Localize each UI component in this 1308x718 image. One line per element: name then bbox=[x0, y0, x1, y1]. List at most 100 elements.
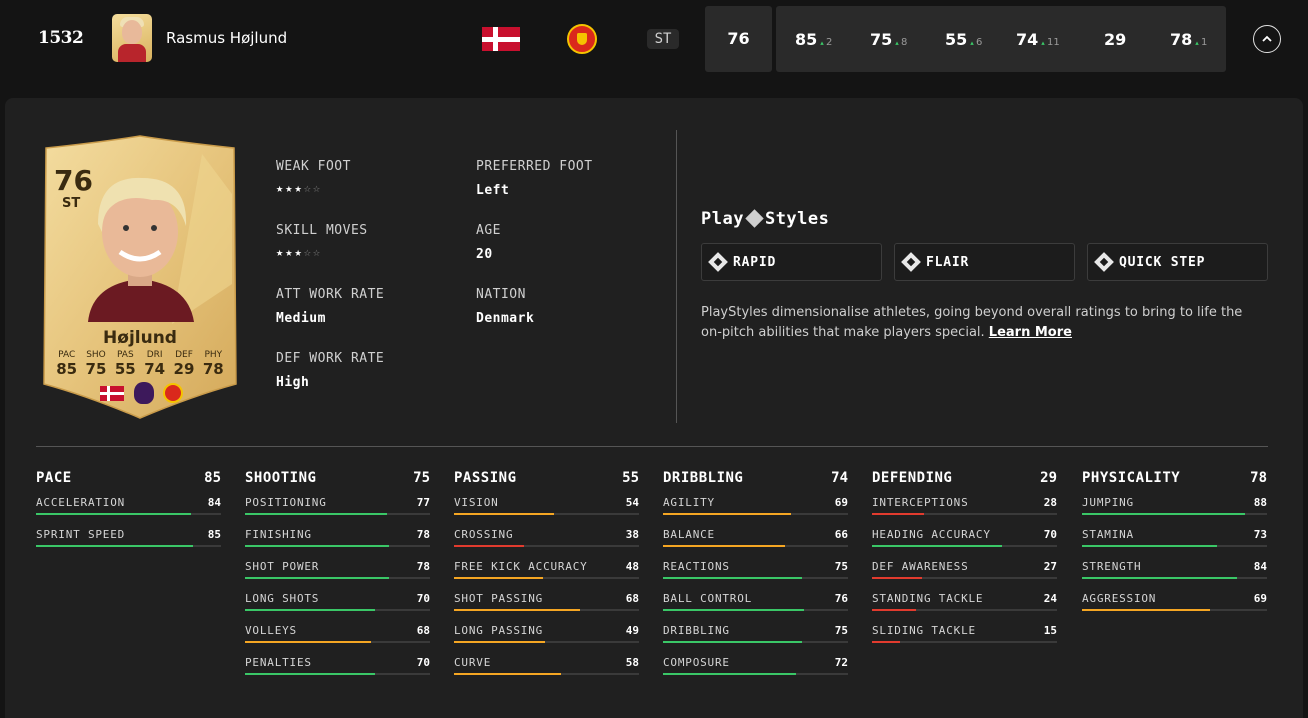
attribute-column-defending: DEFENDING 29 INTERCEPTIONS 28 HEADING ACCURA… bbox=[872, 468, 1057, 648]
attribute-value: 88 bbox=[1253, 496, 1267, 509]
attribute-name: LONG PASSING bbox=[454, 624, 544, 637]
attribute-group-header: PACE 85 bbox=[36, 468, 221, 488]
attribute-bar-track bbox=[872, 641, 1057, 643]
attribute-bar-track bbox=[663, 545, 848, 547]
attribute-value: 48 bbox=[625, 560, 639, 573]
attribute-row: DEF AWARENESS 27 bbox=[872, 552, 1057, 584]
attribute-bar-track bbox=[245, 577, 430, 579]
attribute-bar-track bbox=[245, 609, 430, 611]
attribute-group-value: 29 bbox=[1040, 470, 1057, 486]
card-stat-phy: PHY 78 bbox=[202, 350, 224, 378]
attribute-value: 70 bbox=[416, 592, 430, 605]
playstyle-label: QUICK STEP bbox=[1119, 255, 1206, 270]
attribute-name: FREE KICK ACCURACY bbox=[454, 560, 588, 573]
attribute-name: STAMINA bbox=[1082, 528, 1134, 541]
denmark-flag-icon bbox=[100, 386, 124, 401]
card-rating: 76 bbox=[54, 164, 93, 197]
player-card: 76 ST Højlund PAC 85 SHO 75 PAS 55 DRI 74 DE… bbox=[42, 134, 238, 420]
overall-rating: 76 bbox=[705, 6, 772, 72]
card-stat-sho: SHO 75 bbox=[85, 350, 107, 378]
attribute-value: 15 bbox=[1043, 624, 1057, 637]
attribute-row: SPRINT SPEED 85 bbox=[36, 520, 221, 552]
attribute-bar-track bbox=[663, 609, 848, 611]
attribute-bar-track bbox=[36, 513, 221, 515]
attribute-bar-track bbox=[1082, 577, 1267, 579]
preferred-foot-value: Left bbox=[476, 183, 510, 198]
attribute-value: 85 bbox=[207, 528, 221, 541]
learn-more-link[interactable]: Learn More bbox=[988, 325, 1072, 340]
attribute-value: 70 bbox=[1043, 528, 1057, 541]
vertical-divider bbox=[676, 130, 677, 423]
attribute-value: 70 bbox=[416, 656, 430, 669]
attribute-value: 72 bbox=[834, 656, 848, 669]
player-name[interactable]: Rasmus Højlund bbox=[166, 29, 288, 47]
attribute-row: HEADING ACCURACY 70 bbox=[872, 520, 1057, 552]
card-background bbox=[43, 135, 237, 419]
attribute-bar-track bbox=[872, 577, 1057, 579]
attribute-bar-track bbox=[1082, 609, 1267, 611]
attribute-bar-fill bbox=[245, 545, 390, 547]
attribute-row: VOLLEYS 68 bbox=[245, 616, 430, 648]
card-stat-pas: PAS 55 bbox=[114, 350, 136, 378]
player-row-header[interactable]: 1532 Rasmus Højlund ST 76 852 758 556 74… bbox=[0, 0, 1308, 80]
attribute-group-name: PHYSICALITY bbox=[1082, 470, 1181, 486]
attribute-row: PENALTIES 70 bbox=[245, 648, 430, 680]
attribute-value: 78 bbox=[416, 560, 430, 573]
attribute-value: 84 bbox=[207, 496, 221, 509]
attribute-row: STAMINA 73 bbox=[1082, 520, 1267, 552]
attribute-group-name: PASSING bbox=[454, 470, 517, 486]
attribute-row: FINISHING 78 bbox=[245, 520, 430, 552]
attribute-value: 84 bbox=[1253, 560, 1267, 573]
playstyle-chip-flair[interactable]: FLAIR bbox=[894, 243, 1075, 281]
attribute-value: 28 bbox=[1043, 496, 1057, 509]
attribute-group-name: SHOOTING bbox=[245, 470, 317, 486]
player-thumbnail bbox=[112, 14, 152, 62]
attribute-name: POSITIONING bbox=[245, 496, 327, 509]
attribute-row: CROSSING 38 bbox=[454, 520, 639, 552]
playstyle-label: RAPID bbox=[733, 255, 777, 270]
attribute-bar-track bbox=[454, 609, 639, 611]
playstyle-chip-rapid[interactable]: RAPID bbox=[701, 243, 882, 281]
attribute-bar-track bbox=[872, 609, 1057, 611]
attribute-row: STRENGTH 84 bbox=[1082, 552, 1267, 584]
attribute-bar-fill bbox=[454, 673, 562, 675]
playstyle-chip-quick-step[interactable]: QUICK STEP bbox=[1087, 243, 1268, 281]
att-work-rate-value: Medium bbox=[276, 311, 326, 326]
attribute-bar-track bbox=[36, 545, 221, 547]
nation: NATION Denmark bbox=[476, 287, 534, 326]
attribute-bar-fill bbox=[454, 641, 545, 643]
attribute-name: AGILITY bbox=[663, 496, 715, 509]
attribute-bar-fill bbox=[663, 673, 797, 675]
denmark-flag-icon bbox=[482, 27, 520, 51]
attribute-bar-fill bbox=[245, 609, 375, 611]
attribute-value: 75 bbox=[834, 560, 848, 573]
card-position: ST bbox=[62, 196, 81, 211]
attribute-bar-fill bbox=[454, 577, 543, 579]
attribute-bar-fill bbox=[663, 513, 791, 515]
attribute-row: REACTIONS 75 bbox=[663, 552, 848, 584]
attribute-group-value: 55 bbox=[622, 470, 639, 486]
attribute-name: JUMPING bbox=[1082, 496, 1134, 509]
attribute-bar-fill bbox=[454, 513, 554, 515]
attribute-value: 58 bbox=[625, 656, 639, 669]
attribute-name: PENALTIES bbox=[245, 656, 312, 669]
rank-number: 1532 bbox=[38, 28, 84, 48]
playstyles-description: PlayStyles dimensionalise athletes, goin… bbox=[701, 305, 1243, 340]
attribute-bar-track bbox=[245, 545, 430, 547]
header-stat-dri: 7411 bbox=[1016, 30, 1060, 49]
attribute-name: VOLLEYS bbox=[245, 624, 297, 637]
attribute-bar-fill bbox=[872, 609, 917, 611]
attribute-value: 68 bbox=[416, 624, 430, 637]
attribute-bar-track bbox=[454, 513, 639, 515]
attribute-bar-track bbox=[454, 641, 639, 643]
attribute-row: VISION 54 bbox=[454, 488, 639, 520]
manchester-united-crest-icon bbox=[567, 24, 597, 54]
attribute-name: STRENGTH bbox=[1082, 560, 1142, 573]
attribute-bar-track bbox=[872, 545, 1057, 547]
attribute-bar-track bbox=[454, 673, 639, 675]
attribute-row: LONG PASSING 49 bbox=[454, 616, 639, 648]
chevron-up-icon bbox=[1262, 35, 1272, 42]
attribute-row: BALL CONTROL 76 bbox=[663, 584, 848, 616]
collapse-button[interactable] bbox=[1253, 25, 1281, 53]
attribute-name: SHOT POWER bbox=[245, 560, 320, 573]
